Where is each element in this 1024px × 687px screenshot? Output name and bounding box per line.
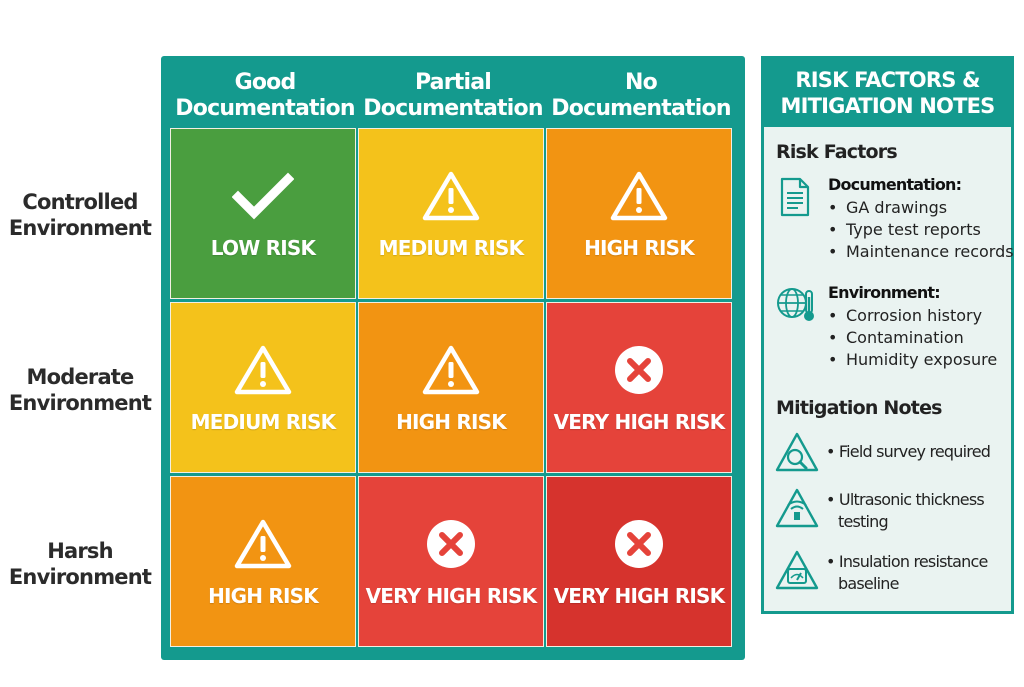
risk-label: HIGH RISK bbox=[396, 409, 507, 434]
column-header-line: No bbox=[625, 70, 658, 95]
warning-icon bbox=[233, 342, 293, 398]
risk-matrix: Good Documentation Partial Documentation… bbox=[161, 56, 745, 660]
column-header-line: Partial bbox=[414, 70, 492, 95]
column-header-line: Documentation bbox=[363, 96, 543, 121]
document-icon bbox=[774, 175, 814, 223]
row-header-harsh-environment: Harsh Environment bbox=[4, 538, 156, 590]
environment-group: Environment: Corrosion history Contamina… bbox=[774, 283, 1009, 375]
panel-title: RISK FACTORS & MITIGATION NOTES bbox=[764, 59, 1011, 127]
list-item: Contamination bbox=[828, 327, 1018, 349]
list-item: Maintenance records bbox=[828, 241, 1018, 263]
risk-cell: MEDIUM RISK bbox=[170, 302, 356, 473]
x-circle-icon bbox=[613, 516, 665, 572]
column-header-line: Good bbox=[234, 70, 297, 95]
risk-label: MEDIUM RISK bbox=[378, 235, 524, 260]
ultrasonic-triangle-icon bbox=[774, 487, 820, 533]
warning-icon bbox=[233, 516, 293, 572]
risk-factors-title: Risk Factors bbox=[776, 141, 898, 163]
risk-cell: VERY HIGH RISK bbox=[546, 476, 732, 647]
row-header-line: Environment bbox=[8, 391, 152, 415]
column-header-no-documentation: No Documentation bbox=[547, 64, 735, 128]
mitigation-item-insulation: • Insulation resistance baseline bbox=[774, 549, 1014, 599]
row-header-controlled-environment: Controlled Environment bbox=[4, 189, 156, 241]
risk-factors-panel: RISK FACTORS & MITIGATION NOTES Risk Fac… bbox=[761, 56, 1014, 614]
x-circle-icon bbox=[613, 342, 665, 398]
list-item: GA drawings bbox=[828, 197, 1018, 219]
risk-label: VERY HIGH RISK bbox=[365, 583, 538, 608]
risk-cell: HIGH RISK bbox=[546, 128, 732, 299]
mitigation-item-field-survey: • Field survey required bbox=[774, 431, 1014, 475]
x-circle-icon bbox=[425, 516, 477, 572]
list-item: Humidity exposure bbox=[828, 349, 1018, 371]
row-header-line: Environment bbox=[8, 216, 152, 240]
column-header-line: Documentation bbox=[551, 96, 731, 121]
risk-cell: HIGH RISK bbox=[358, 302, 544, 473]
globe-thermometer-icon bbox=[774, 283, 818, 331]
mitigation-item-ultrasonic: • Ultrasonic thickness testing bbox=[774, 487, 1014, 537]
documentation-title: Documentation: bbox=[828, 175, 962, 194]
mitigation-text: baseline bbox=[838, 574, 899, 593]
panel-title-line: MITIGATION NOTES bbox=[780, 94, 995, 118]
check-icon bbox=[232, 168, 294, 224]
risk-cell: LOW RISK bbox=[170, 128, 356, 299]
environment-title: Environment: bbox=[828, 283, 941, 302]
environment-list: Corrosion history Contamination Humidity… bbox=[828, 305, 1018, 371]
risk-label: HIGH RISK bbox=[208, 583, 319, 608]
column-header-line: Documentation bbox=[175, 96, 355, 121]
risk-label: LOW RISK bbox=[210, 235, 316, 260]
list-item: Type test reports bbox=[828, 219, 1018, 241]
risk-label: VERY HIGH RISK bbox=[553, 583, 726, 608]
row-header-line: Controlled bbox=[22, 190, 138, 214]
warning-icon bbox=[421, 168, 481, 224]
risk-cell: MEDIUM RISK bbox=[358, 128, 544, 299]
row-header-moderate-environment: Moderate Environment bbox=[4, 364, 156, 416]
meter-triangle-icon bbox=[774, 549, 820, 595]
documentation-list: GA drawings Type test reports Maintenanc… bbox=[828, 197, 1018, 263]
row-header-line: Moderate bbox=[26, 365, 134, 389]
search-triangle-icon bbox=[774, 431, 820, 477]
mitigation-text: • Ultrasonic thickness bbox=[826, 490, 985, 509]
row-header-line: Harsh bbox=[47, 539, 113, 563]
warning-icon bbox=[421, 342, 481, 398]
risk-cell: VERY HIGH RISK bbox=[358, 476, 544, 647]
mitigation-notes-title: Mitigation Notes bbox=[776, 397, 942, 419]
panel-title-line: RISK FACTORS & bbox=[795, 68, 980, 92]
column-header-good-documentation: Good Documentation bbox=[171, 64, 359, 128]
mitigation-text: testing bbox=[838, 512, 889, 531]
risk-label: VERY HIGH RISK bbox=[553, 409, 726, 434]
mitigation-text: • Insulation resistance bbox=[826, 552, 988, 571]
risk-cell: HIGH RISK bbox=[170, 476, 356, 647]
risk-label: MEDIUM RISK bbox=[190, 409, 336, 434]
mitigation-text: • Field survey required bbox=[826, 442, 991, 461]
documentation-group: Documentation: GA drawings Type test rep… bbox=[774, 175, 1014, 267]
risk-cell: VERY HIGH RISK bbox=[546, 302, 732, 473]
warning-icon bbox=[609, 168, 669, 224]
risk-label: HIGH RISK bbox=[584, 235, 695, 260]
row-header-line: Environment bbox=[8, 565, 152, 589]
list-item: Corrosion history bbox=[828, 305, 1018, 327]
column-header-partial-documentation: Partial Documentation bbox=[359, 64, 547, 128]
